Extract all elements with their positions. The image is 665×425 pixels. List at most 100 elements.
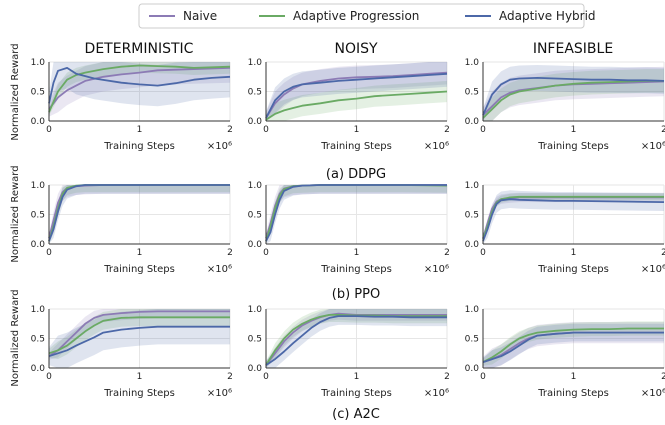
panel-r0-c0: 0.0 0.5 1.0 0 1 2 Training Steps ×10⁶ <box>31 58 233 152</box>
x-tick-label: 0 <box>46 372 52 382</box>
x-tick-label: 1 <box>354 248 360 258</box>
band-adaptive-hybrid <box>49 62 230 114</box>
xlabel: Training Steps <box>103 264 175 275</box>
series-line-naive <box>48 310 230 357</box>
series-line-adaptive-hybrid <box>48 184 230 242</box>
column-title-infeasible: INFEASIBLE <box>533 41 613 57</box>
x-scale-label: ×10⁶ <box>424 264 449 275</box>
column-title-noisy: NOISY <box>334 41 378 57</box>
x-tick-label: 2 <box>444 125 450 135</box>
y-tick-label: 0.5 <box>465 335 479 345</box>
x-tick-label: 1 <box>354 125 360 135</box>
band-naive <box>266 309 447 368</box>
x-tick-label: 2 <box>444 372 450 382</box>
y-tick-label: 1.0 <box>31 181 46 191</box>
x-tick-label: 2 <box>444 248 450 258</box>
ylabel-row-1: Normalized Reward <box>10 165 21 262</box>
x-tick-label: 0 <box>480 248 486 258</box>
panel-r1-c2: 0.0 0.5 1.0 0 1 2 Training Steps ×10⁶ <box>465 181 665 275</box>
band-adaptive-hybrid <box>483 190 664 244</box>
x-tick-label: 0 <box>480 372 486 382</box>
x-tick-label: 1 <box>137 248 143 258</box>
band-naive <box>49 309 230 360</box>
y-tick-label: 1.0 <box>31 58 46 68</box>
y-tick-label: 0.0 <box>248 117 263 127</box>
y-tick-label: 0.0 <box>248 240 263 250</box>
band-adaptive-hybrid <box>49 309 230 368</box>
series-line-adaptive-progression <box>48 316 230 355</box>
row-caption-ppo: (b) PPO <box>332 287 380 302</box>
series-line-adaptive-hybrid <box>265 72 448 119</box>
band-adaptive-progression <box>49 309 230 360</box>
series-line-adaptive-hybrid <box>482 77 665 116</box>
xlabel: Training Steps <box>320 264 392 275</box>
x-tick-label: 1 <box>571 372 577 382</box>
y-tick-label: 0.5 <box>248 335 262 345</box>
xlabel: Training Steps <box>103 388 175 399</box>
y-tick-label: 0.0 <box>465 117 480 127</box>
y-tick-label: 0.0 <box>31 117 46 127</box>
x-tick-label: 1 <box>137 372 143 382</box>
band-adaptive-hybrid <box>266 309 447 368</box>
x-tick-label: 0 <box>46 248 52 258</box>
x-tick-label: 2 <box>661 125 665 135</box>
y-tick-label: 0.5 <box>31 88 45 98</box>
y-tick-label: 1.0 <box>248 58 263 68</box>
y-tick-label: 0.0 <box>465 240 480 250</box>
series-line-adaptive-progression <box>48 64 231 113</box>
y-tick-label: 0.0 <box>31 364 46 374</box>
panel-r2-c0: 0.0 0.5 1.0 0 1 2 Training Steps ×10⁶ <box>31 305 233 399</box>
panel-r2-c1: 0.0 0.5 1.0 0 1 2 Training Steps ×10⁶ <box>248 305 450 399</box>
x-scale-label: ×10⁶ <box>424 388 449 399</box>
legend-label-naive: Naive <box>183 9 217 23</box>
legend-label-adaptive-progression: Adaptive Progression <box>293 9 419 23</box>
x-scale-label: ×10⁶ <box>207 388 232 399</box>
x-tick-label: 0 <box>46 125 52 135</box>
ylabel-row-0: Normalized Reward <box>10 43 21 140</box>
x-tick-label: 1 <box>571 248 577 258</box>
y-tick-label: 0.5 <box>31 335 45 345</box>
band-naive <box>49 62 230 117</box>
y-tick-label: 0.0 <box>31 240 46 250</box>
xlabel: Training Steps <box>320 141 392 152</box>
x-tick-label: 2 <box>227 248 233 258</box>
y-tick-label: 0.5 <box>465 211 479 221</box>
x-scale-label: ×10⁶ <box>641 264 665 275</box>
x-scale-label: ×10⁶ <box>207 264 232 275</box>
x-tick-label: 2 <box>661 248 665 258</box>
band-adaptive-progression <box>266 309 447 368</box>
x-tick-label: 2 <box>227 125 233 135</box>
y-tick-label: 1.0 <box>248 181 263 191</box>
series-line-adaptive-hybrid <box>48 325 230 358</box>
series-line-naive <box>265 71 448 119</box>
panel-r0-c1: 0.0 0.5 1.0 0 1 2 Training Steps ×10⁶ <box>248 58 450 152</box>
legend-label-adaptive-hybrid: Adaptive Hybrid <box>499 9 596 23</box>
y-tick-label: 0.0 <box>465 364 480 374</box>
x-tick-label: 1 <box>571 125 577 135</box>
series-line-adaptive-hybrid <box>48 67 231 104</box>
x-tick-label: 0 <box>263 372 269 382</box>
x-tick-label: 0 <box>263 125 269 135</box>
legend-frame <box>138 3 585 29</box>
column-title-deterministic: DETERMINISTIC <box>85 41 194 57</box>
series-line-adaptive-hybrid <box>482 331 664 363</box>
panel-r1-c1: 0.0 0.5 1.0 0 1 2 Training Steps ×10⁶ <box>248 181 450 275</box>
x-tick-label: 2 <box>661 372 665 382</box>
xlabel: Training Steps <box>537 141 609 152</box>
xlabel: Training Steps <box>537 388 609 399</box>
series-line-adaptive-progression <box>482 327 664 363</box>
x-tick-label: 2 <box>227 372 233 382</box>
y-tick-label: 1.0 <box>31 305 46 315</box>
series-line-adaptive-progression <box>265 313 447 366</box>
x-tick-label: 0 <box>480 125 486 135</box>
panel-r0-c2: 0.0 0.5 1.0 0 1 2 Training Steps ×10⁶ <box>465 58 665 152</box>
y-tick-label: 1.0 <box>248 305 263 315</box>
panel-r2-c2: 0.0 0.5 1.0 0 1 2 Training Steps ×10⁶ <box>465 305 665 399</box>
series-line-adaptive-progression <box>482 80 664 119</box>
y-tick-label: 0.5 <box>465 88 479 98</box>
y-tick-label: 1.0 <box>465 58 480 68</box>
x-tick-label: 0 <box>263 248 269 258</box>
x-tick-label: 1 <box>354 372 360 382</box>
row-caption-a2c: (c) A2C <box>332 407 380 422</box>
